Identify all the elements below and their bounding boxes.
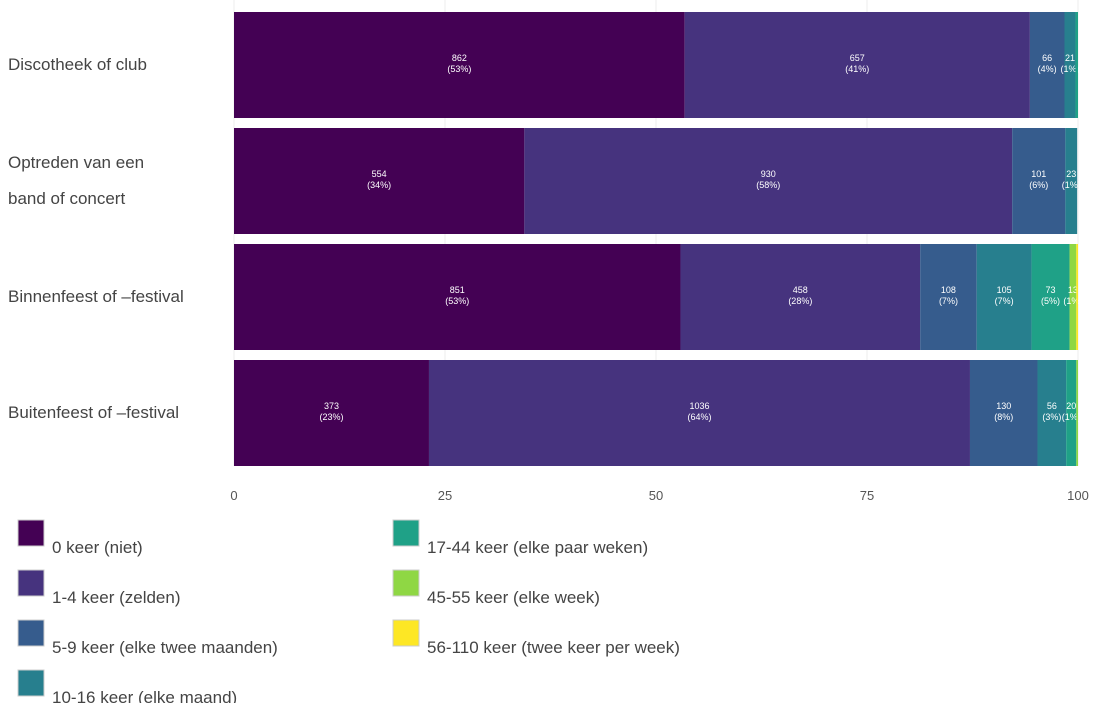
legend-label: 17-44 keer (elke paar weken) [427, 538, 648, 557]
segment-count: 458 [793, 285, 808, 295]
legend-swatch [17, 619, 45, 647]
segment-count: 657 [850, 53, 865, 63]
x-tick-label: 25 [438, 488, 452, 503]
category-label: Optreden van een band of concert [8, 153, 145, 208]
segment-label: (8%) [994, 412, 1013, 422]
bar-segment [976, 244, 1032, 350]
segment-label: (1%) [1062, 180, 1081, 190]
bar-segment [234, 360, 429, 466]
bar-segment [428, 360, 970, 466]
legend-label: 0 keer (niet) [52, 538, 143, 557]
segment-count: 108 [941, 285, 956, 295]
legend-label: 56-110 keer (twee keer per week) [427, 638, 680, 657]
segment-count: 23 [1066, 169, 1076, 179]
segment-count: 73 [1046, 285, 1056, 295]
bar-segment [1066, 360, 1077, 466]
segment-count: 101 [1031, 169, 1046, 179]
x-tick-label: 100 [1067, 488, 1089, 503]
segment-label: (1%) [1060, 64, 1079, 74]
legend-swatch [392, 619, 420, 647]
bar-segment [234, 128, 525, 234]
bar-segment [969, 360, 1038, 466]
segment-label: (7%) [995, 296, 1014, 306]
x-tick-label: 75 [860, 488, 874, 503]
segment-label: (53%) [447, 64, 471, 74]
segment-label: (41%) [845, 64, 869, 74]
segment-count: 21 [1065, 53, 1075, 63]
bar-segment [1065, 128, 1078, 234]
segment-label: (5%) [1041, 296, 1060, 306]
segment-count: 66 [1042, 53, 1052, 63]
segment-count: 1036 [689, 401, 709, 411]
segment-label: (64%) [687, 412, 711, 422]
segment-count: 554 [372, 169, 387, 179]
bar-segment [1064, 12, 1076, 118]
bar-segment [1031, 244, 1070, 350]
segment-count: 20 [1066, 401, 1076, 411]
segment-label: (53%) [445, 296, 469, 306]
legend-swatch [392, 519, 420, 547]
segment-count: 851 [450, 285, 465, 295]
segment-count: 13 [1068, 285, 1078, 295]
segment-count: 130 [996, 401, 1011, 411]
segment-label: (3%) [1042, 412, 1061, 422]
segment-label: (1%) [1062, 412, 1081, 422]
segment-label: (4%) [1038, 64, 1057, 74]
category-label: Binnenfeest of –festival [8, 287, 184, 306]
segment-label: (34%) [367, 180, 391, 190]
segment-count: 930 [761, 169, 776, 179]
x-tick-label: 50 [649, 488, 663, 503]
bar-segment [684, 12, 1030, 118]
legend-label: 1-4 keer (zelden) [52, 588, 181, 607]
segment-label: (28%) [788, 296, 812, 306]
bar-segment [680, 244, 921, 350]
legend-label: 10-16 keer (elke maand) [52, 688, 237, 703]
segment-label: (23%) [319, 412, 343, 422]
legend-swatch [392, 569, 420, 597]
segment-label: (58%) [756, 180, 780, 190]
segment-count: 56 [1047, 401, 1057, 411]
segment-count: 373 [324, 401, 339, 411]
bar-segment [1075, 12, 1078, 118]
category-label: Discotheek of club [8, 55, 147, 74]
bar-segment [1076, 244, 1078, 350]
x-tick-label: 0 [230, 488, 237, 503]
segment-count: 862 [452, 53, 467, 63]
bar-segment [524, 128, 1013, 234]
legend-swatch [17, 569, 45, 597]
bar-segment [1029, 12, 1065, 118]
segment-label: (7%) [939, 296, 958, 306]
category-label: Buitenfeest of –festival [8, 403, 180, 422]
segment-label: (1%) [1063, 296, 1082, 306]
segment-count: 105 [997, 285, 1012, 295]
bar-segment [234, 12, 685, 118]
legend-swatch [17, 669, 45, 697]
legend-label: 45-55 keer (elke week) [427, 588, 600, 607]
bar-segment [1076, 360, 1078, 466]
bar-segment [1037, 360, 1067, 466]
bar-segment [234, 244, 681, 350]
bar-segment [1069, 244, 1077, 350]
bar-segment [1012, 128, 1066, 234]
legend-label: 5-9 keer (elke twee maanden) [52, 638, 278, 657]
legend-swatch [17, 519, 45, 547]
segment-label: (6%) [1029, 180, 1048, 190]
bar-segment [920, 244, 977, 350]
